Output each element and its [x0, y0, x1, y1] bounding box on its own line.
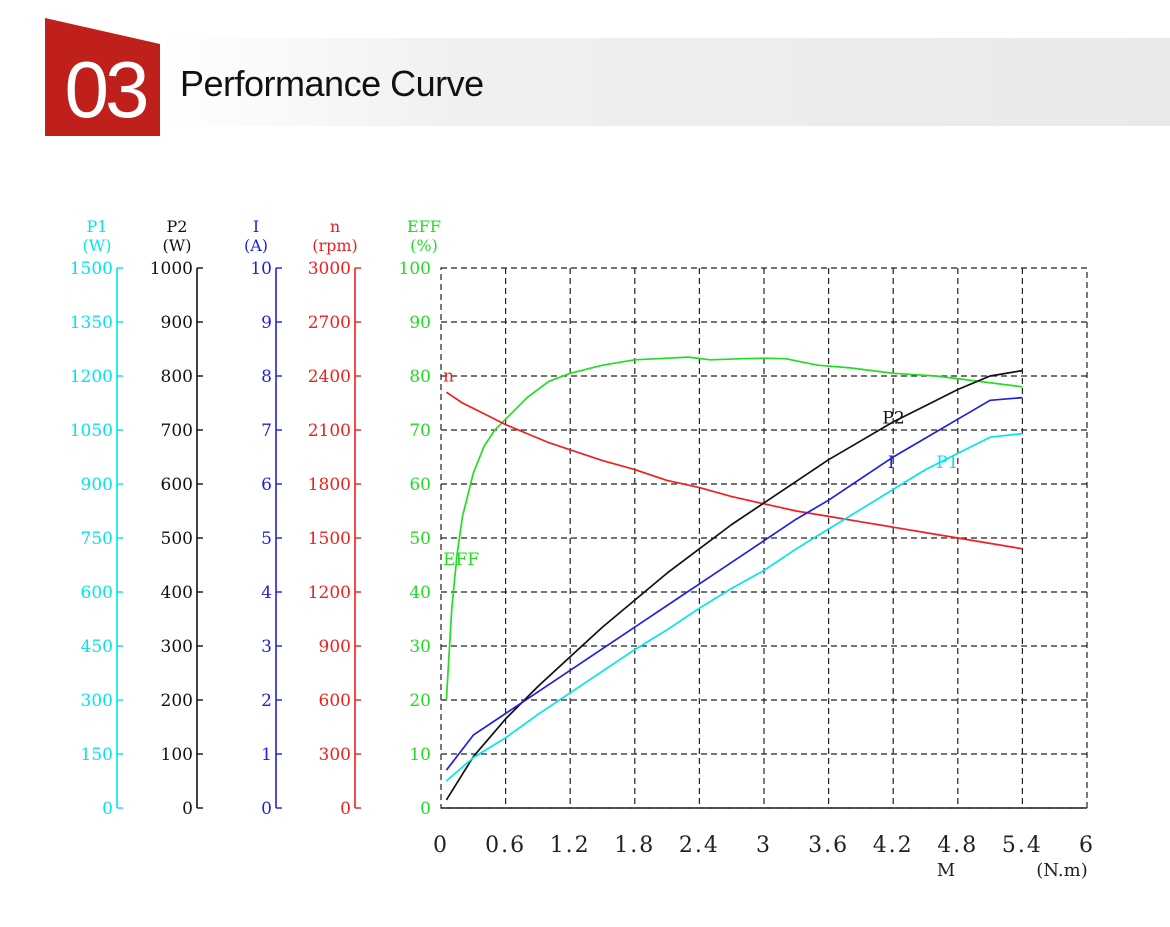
series-label-p1: P1 [936, 453, 958, 473]
y-tick-label: 0 [102, 799, 113, 819]
y-tick-label: 1 [261, 745, 272, 765]
y-tick-label: 10 [409, 745, 431, 765]
x-tick-label: 4.2 [873, 833, 914, 858]
y-axis-unit: (rpm) [312, 236, 358, 255]
x-tick-label: 5.4 [1002, 833, 1043, 858]
y-tick-label: 10 [250, 259, 272, 279]
y-tick-label: 300 [81, 691, 113, 711]
y-tick-label: 700 [161, 421, 193, 441]
y-tick-label: 600 [319, 691, 351, 711]
x-tick-label: 4.8 [937, 833, 978, 858]
x-tick-label: 6 [1079, 833, 1095, 858]
y-tick-label: 90 [409, 313, 431, 333]
y-tick-label: 500 [161, 529, 193, 549]
section-badge [45, 18, 160, 136]
y-tick-label: 800 [161, 367, 193, 387]
series-line-n [445, 391, 1023, 550]
y-tick-label: 70 [409, 421, 431, 441]
y-axis-unit: (A) [244, 236, 268, 255]
y-tick-label: 2400 [308, 367, 351, 387]
y-tick-label: 150 [81, 745, 113, 765]
y-tick-label: 5 [261, 529, 272, 549]
section-number: 03 [64, 45, 150, 134]
y-tick-label: 4 [261, 583, 272, 603]
y-tick-label: 50 [409, 529, 431, 549]
series-line-eff [445, 356, 1023, 701]
y-tick-label: 100 [399, 259, 431, 279]
y-tick-label: 1800 [308, 475, 351, 495]
y-axis-name: n [330, 217, 340, 236]
y-axis-unit: (W) [163, 236, 192, 255]
x-tick-label: 3.6 [808, 833, 849, 858]
performance-chart: 0 0.6 1.2 1.8 2.4 3 3.6 4.2 4.8 5.4 6M (N.m)0150300… [70, 217, 1095, 881]
y-tick-label: 200 [161, 691, 193, 711]
y-tick-label: 1350 [70, 313, 113, 333]
y-axis-unit: (%) [410, 236, 438, 255]
y-tick-label: 1500 [308, 529, 351, 549]
y-axis-name: I [253, 217, 259, 236]
y-tick-label: 9 [261, 313, 272, 333]
y-tick-label: 0 [340, 799, 351, 819]
x-tick-label: 3 [756, 833, 772, 858]
y-tick-label: 450 [81, 637, 113, 657]
y-tick-label: 8 [261, 367, 272, 387]
series-line-p1 [445, 432, 1023, 782]
y-tick-label: 60 [409, 475, 431, 495]
series-label-i: I [888, 453, 895, 473]
series-line-p2 [445, 369, 1023, 801]
y-tick-label: 3 [261, 637, 272, 657]
y-axis-name: EFF [407, 217, 441, 236]
y-tick-label: 900 [81, 475, 113, 495]
y-tick-label: 1200 [308, 583, 351, 603]
y-tick-label: 1200 [70, 367, 113, 387]
y-tick-label: 80 [409, 367, 431, 387]
x-tick-label: 0.6 [485, 833, 526, 858]
x-tick-label: 0 [433, 833, 449, 858]
y-tick-label: 750 [81, 529, 113, 549]
x-tick-label: 1.2 [550, 833, 591, 858]
y-tick-label: 900 [161, 313, 193, 333]
y-tick-label: 6 [261, 475, 272, 495]
y-tick-label: 100 [161, 745, 193, 765]
y-tick-label: 40 [409, 583, 431, 603]
y-axis-name: P2 [167, 217, 188, 236]
y-tick-label: 300 [161, 637, 193, 657]
y-tick-label: 600 [161, 475, 193, 495]
y-tick-label: 30 [409, 637, 431, 657]
x-tick-label: 2.4 [679, 833, 720, 858]
y-tick-label: 2 [261, 691, 272, 711]
y-axis-unit: (W) [83, 236, 112, 255]
y-tick-label: 400 [161, 583, 193, 603]
x-axis-unit: (N.m) [1036, 860, 1087, 881]
y-tick-label: 0 [420, 799, 431, 819]
series-label-p2: P2 [882, 409, 904, 429]
y-tick-label: 900 [319, 637, 351, 657]
y-tick-label: 1000 [150, 259, 193, 279]
header-band [160, 38, 1170, 126]
series-label-eff: EFF [443, 550, 479, 570]
y-tick-label: 2700 [308, 313, 351, 333]
y-tick-label: 0 [261, 799, 272, 819]
x-tick-label: 1.8 [614, 833, 655, 858]
x-axis-label: M [937, 860, 955, 881]
y-tick-label: 20 [409, 691, 431, 711]
y-tick-label: 3000 [308, 259, 351, 279]
y-tick-label: 0 [182, 799, 193, 819]
y-tick-label: 7 [261, 421, 272, 441]
y-tick-label: 1500 [70, 259, 113, 279]
section-title: Performance Curve [180, 63, 484, 104]
y-tick-label: 300 [319, 745, 351, 765]
y-axis-name: P1 [87, 217, 108, 236]
y-tick-label: 600 [81, 583, 113, 603]
section-badge-shape [45, 18, 160, 136]
series-label-n: n [443, 366, 454, 386]
y-tick-label: 1050 [70, 421, 113, 441]
y-tick-label: 2100 [308, 421, 351, 441]
series-line-i [445, 396, 1023, 771]
